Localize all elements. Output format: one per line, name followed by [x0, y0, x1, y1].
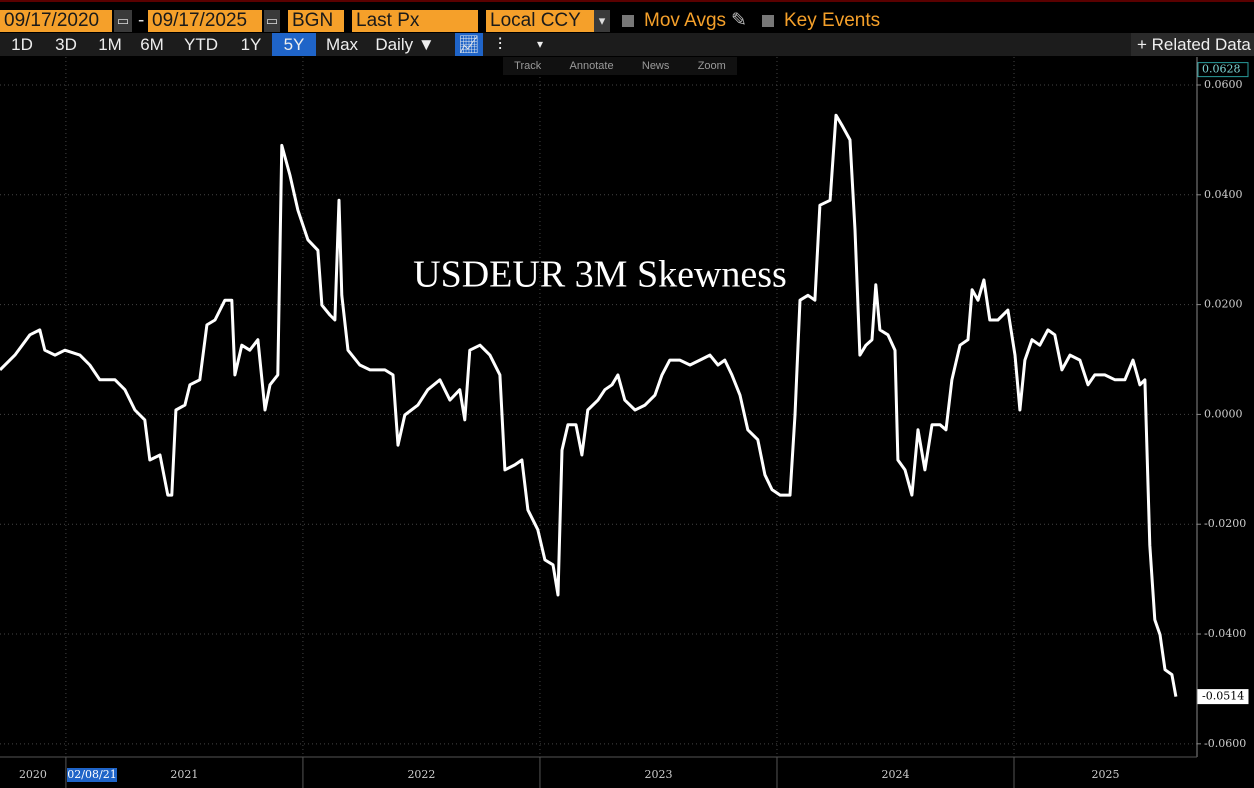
bar-icon[interactable]: ⫶ — [497, 35, 503, 54]
value-marker-box — [1197, 62, 1249, 78]
end-date[interactable]: 09/17/2025 — [148, 10, 262, 32]
y-tick-label: 0.0200 — [1204, 298, 1243, 311]
period-button[interactable]: 1D — [11, 35, 33, 54]
crosshair-date: 02/08/21 — [67, 768, 117, 782]
checkbox[interactable] — [622, 15, 634, 27]
frequency[interactable]: Daily ▼ — [375, 35, 435, 54]
x-tick-label: 2021 — [170, 768, 198, 781]
x-tick-label: 2025 — [1092, 768, 1120, 781]
y-tick-label: -0.0200 — [1204, 517, 1246, 530]
calendar-icon[interactable]: ▭ — [114, 10, 132, 32]
y-tick-label: -0.0400 — [1204, 627, 1246, 640]
period-button[interactable]: 6M — [140, 35, 164, 54]
crosshair-date-label: 02/08/21 — [67, 768, 116, 781]
pencil-icon[interactable]: ✎ — [731, 10, 747, 31]
x-tick-label: 2024 — [881, 768, 909, 781]
mov-avgs[interactable]: Mov Avgs — [644, 10, 727, 31]
value-marker-label: 0.0628 — [1202, 63, 1241, 76]
start-date[interactable]: 09/17/2020 — [0, 10, 112, 32]
x-tick-label: 2020 — [19, 768, 47, 781]
period-button[interactable]: 3D — [55, 35, 77, 54]
value-marker: 0.0628 — [1197, 62, 1249, 78]
related-data[interactable]: + Related Data — [1131, 33, 1254, 56]
period-button[interactable]: YTD — [184, 35, 218, 54]
dropdown[interactable]: ▾ — [594, 10, 610, 32]
value-marker: -0.0514 — [1197, 689, 1249, 705]
y-tick-label: 0.0600 — [1204, 78, 1243, 91]
y-tick-label: 0.0000 — [1204, 407, 1243, 420]
field[interactable]: Last Px — [352, 10, 478, 32]
currency[interactable]: Local CCY — [486, 10, 594, 32]
tool-button[interactable]: News — [641, 60, 670, 72]
line-chart-icon[interactable]: 📈︎ — [455, 33, 483, 56]
series-line — [0, 113, 1178, 697]
tool-button[interactable]: Zoom — [697, 60, 726, 72]
x-tick-label: 2023 — [644, 768, 672, 781]
plot-background — [0, 57, 1197, 757]
period-button[interactable]: 1Y — [240, 35, 262, 54]
dropdown[interactable]: ▾ — [536, 37, 544, 51]
chart-tools: Track Annotate News Zoom — [503, 57, 737, 75]
period-button[interactable]: Max — [325, 35, 359, 54]
calendar-icon[interactable]: ▭ — [264, 10, 280, 32]
dash: - — [138, 10, 145, 31]
source[interactable]: BGN — [288, 10, 344, 32]
value-marker-box — [1197, 689, 1249, 705]
key-events[interactable]: Key Events — [784, 10, 881, 31]
y-tick-label: -0.0600 — [1204, 737, 1246, 750]
tool-button[interactable]: Track — [514, 60, 542, 72]
checkbox[interactable] — [762, 15, 774, 27]
toolbar-row: 09/17/2020 ▭ - 09/17/2025 ▭ BGN Last Px … — [0, 0, 1254, 32]
chart-title: USDEUR 3M Skewness — [413, 254, 787, 296]
y-tick-label: 0.0400 — [1204, 188, 1243, 201]
value-marker-label: -0.0514 — [1202, 690, 1244, 703]
plus-icon: + — [1137, 35, 1152, 54]
related-label: Related Data — [1151, 35, 1251, 54]
period-button[interactable]: 1M — [98, 35, 122, 54]
tool-button[interactable]: Annotate — [569, 60, 614, 72]
period-row: Daily ▼ 📈︎ ⫶ ▾ + Related Data 1D 3D 1M 6M YT… — [0, 33, 1254, 56]
x-tick-label: 2022 — [407, 768, 435, 781]
crosshair-date-box — [67, 768, 117, 782]
period-button[interactable]: 5Y — [272, 33, 316, 56]
